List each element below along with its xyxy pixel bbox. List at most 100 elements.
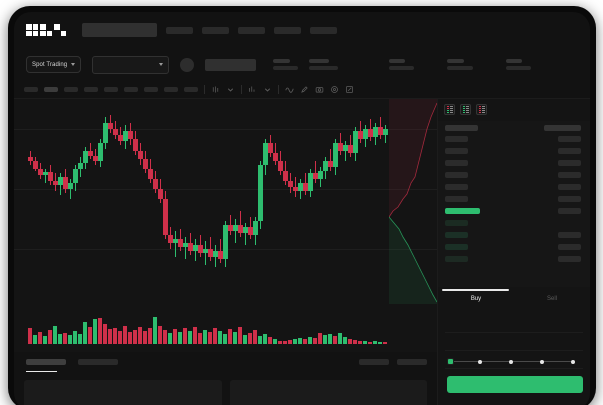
slider-step-25[interactable] (478, 359, 482, 364)
candle-body (228, 225, 233, 231)
nav-item-4[interactable] (274, 26, 301, 34)
orderbook-ask-price[interactable] (445, 172, 468, 178)
line-wave-icon[interactable] (285, 85, 294, 94)
nav-item-1[interactable] (166, 26, 193, 34)
orderbook-layout-toggles (438, 99, 590, 121)
tab-sell[interactable]: Sell (514, 289, 590, 309)
fullscreen-icon[interactable] (345, 85, 354, 94)
price-chart[interactable] (14, 99, 437, 352)
orderbook-ask-price[interactable] (445, 148, 468, 154)
timeframe-4[interactable] (84, 87, 98, 92)
slider-step-100[interactable] (571, 359, 575, 364)
candle-wick (235, 219, 236, 243)
orderbook-body[interactable] (438, 121, 590, 287)
orderbook-ask-size[interactable] (558, 196, 581, 202)
orderbook-icon-bars (478, 106, 481, 113)
settings-icon[interactable] (330, 85, 339, 94)
volume-bar (188, 331, 192, 344)
orderbook-bid-size[interactable] (558, 244, 581, 250)
orderbook-ask-price[interactable] (445, 160, 468, 166)
candle-body (308, 173, 313, 191)
volume-bar (78, 334, 82, 344)
orderbook-header-price[interactable] (445, 125, 478, 131)
pencil-icon[interactable] (300, 85, 309, 94)
orderbook-ask-size[interactable] (558, 148, 581, 154)
order-price-field[interactable] (445, 315, 583, 333)
bottom-panel-right[interactable] (229, 380, 427, 405)
volume-bar (33, 335, 37, 344)
orderbook-ask-size[interactable] (558, 172, 581, 178)
orderbook-ask-size[interactable] (558, 136, 581, 142)
volume-bar (253, 330, 257, 344)
order-amount-field[interactable] (445, 333, 583, 351)
nav-item-3[interactable] (238, 26, 265, 34)
candle-body (348, 145, 353, 153)
nav-item-5[interactable] (310, 26, 337, 34)
bottom-action-2[interactable] (397, 359, 427, 365)
orderbook-bid-size[interactable] (558, 256, 581, 262)
orderbook-bid-price[interactable] (445, 220, 468, 226)
orderbook-bid-price[interactable] (445, 244, 468, 250)
timeframe-7[interactable] (144, 87, 158, 92)
timeframe-5[interactable] (104, 87, 118, 92)
orderbook-ask-price[interactable] (445, 196, 468, 202)
orderbook-bid-size[interactable] (558, 232, 581, 238)
camera-icon[interactable] (315, 85, 324, 94)
orderbook-ask-size[interactable] (558, 184, 581, 190)
timeframe-3[interactable] (64, 87, 78, 92)
submit-buy-button[interactable] (447, 376, 583, 393)
bottom-action-1[interactable] (359, 359, 389, 365)
orderbook-bid-price[interactable] (445, 232, 468, 238)
orderbook-bid-price[interactable] (445, 256, 468, 262)
candle-body (303, 183, 308, 191)
stat-last-price (273, 59, 299, 70)
orderbook-both-icon[interactable] (444, 104, 455, 115)
okx-logo[interactable]: OKX (26, 24, 66, 36)
slider-step-75[interactable] (540, 359, 544, 364)
tab-buy[interactable]: Buy (438, 289, 514, 309)
volume-bar (43, 336, 47, 344)
chevron-down-icon[interactable] (263, 85, 272, 94)
orderbook-ask-size[interactable] (558, 160, 581, 166)
candle-body (333, 143, 338, 167)
candle-body (368, 129, 373, 137)
tab-open-orders[interactable] (26, 359, 66, 372)
order-form-fields (438, 309, 590, 369)
toolbar-divider (241, 85, 242, 94)
orderbook-ask-price[interactable] (445, 136, 468, 142)
orderbook-header-size[interactable] (544, 125, 581, 131)
timeframe-9[interactable] (184, 87, 198, 92)
volume-bar (328, 334, 332, 344)
chevron-down-icon[interactable] (226, 85, 235, 94)
timeframe-2[interactable] (44, 87, 58, 92)
orderbook-mid-size[interactable] (558, 208, 581, 214)
slider-step-50[interactable] (509, 359, 513, 364)
orderbook-bids-icon[interactable] (460, 104, 471, 115)
orderbook-ask-price[interactable] (445, 184, 468, 190)
bottom-panel-left[interactable] (24, 380, 222, 405)
device-screen: OKX Spot Trading (14, 12, 590, 405)
volume-bar (368, 342, 372, 344)
chart-toolbar (14, 81, 590, 99)
candlestick-type-icon[interactable] (211, 85, 220, 94)
bottom-tab-bar (14, 352, 437, 372)
tab-order-history[interactable] (78, 359, 118, 365)
volume-bar (148, 328, 152, 344)
indicator-icon[interactable] (248, 85, 257, 94)
amount-slider[interactable] (447, 357, 575, 366)
volume-bar (98, 318, 102, 344)
candle-body (38, 169, 43, 175)
candle-body (263, 143, 268, 165)
search-input[interactable] (82, 23, 157, 37)
timeframe-6[interactable] (124, 87, 138, 92)
timeframe-8[interactable] (164, 87, 178, 92)
orderbook-mid-price[interactable] (445, 208, 480, 214)
slider-handle-0[interactable] (447, 358, 454, 365)
nav-item-2[interactable] (202, 26, 229, 34)
volume-bar (103, 324, 107, 344)
timeframe-1[interactable] (24, 87, 38, 92)
order-total-field[interactable] (445, 351, 583, 369)
orderbook-asks-icon[interactable] (476, 104, 487, 115)
pair-select-dropdown[interactable] (92, 55, 170, 74)
spot-trading-dropdown[interactable]: Spot Trading (26, 56, 82, 73)
